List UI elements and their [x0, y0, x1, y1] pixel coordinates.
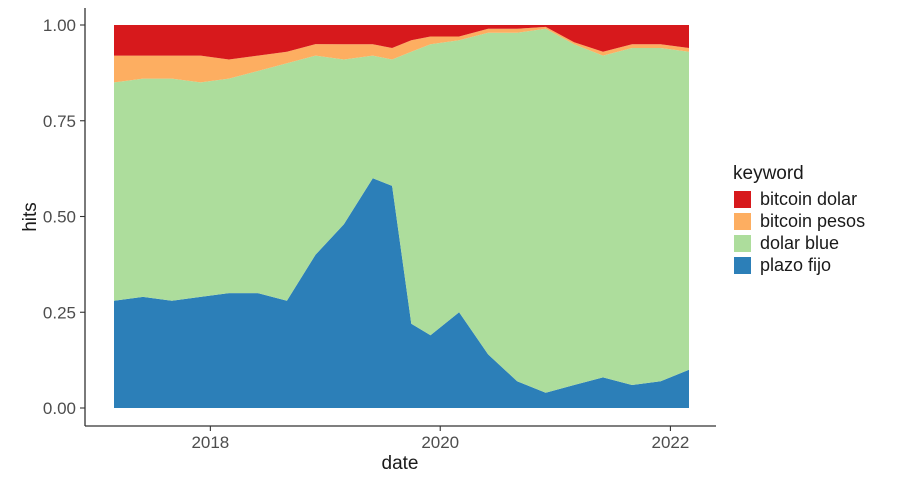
legend-label: bitcoin pesos	[760, 211, 865, 231]
legend-swatch	[734, 235, 751, 252]
legend-swatch	[734, 191, 751, 208]
area-layer	[114, 25, 689, 408]
area-dolar-blue	[114, 28, 689, 393]
legend-swatch	[734, 213, 751, 230]
x-tick-label: 2018	[191, 433, 229, 452]
y-ticks: 0.00 0.25 0.50 0.75 1.00	[43, 16, 85, 418]
legend-swatch	[734, 257, 751, 274]
area-plazo-fijo	[114, 178, 689, 408]
legend-label: dolar blue	[760, 233, 839, 253]
y-axis-title: hits	[20, 202, 41, 232]
area-bitcoin-pesos	[114, 26, 689, 83]
legend-label: plazo fijo	[760, 255, 831, 275]
x-tick-label: 2022	[652, 433, 690, 452]
legend-title: keyword	[733, 163, 804, 184]
area-bitcoin-dolar	[114, 25, 689, 60]
y-tick-label: 1.00	[43, 16, 76, 35]
y-tick-label: 0.25	[43, 303, 76, 322]
x-tick-label: 2020	[421, 433, 459, 452]
y-tick-label: 0.00	[43, 399, 76, 418]
y-tick-label: 0.50	[43, 208, 76, 227]
x-ticks: 2018 2020 2022	[191, 426, 689, 452]
x-axis-title: date	[382, 453, 419, 474]
legend-label: bitcoin dolar	[760, 189, 857, 209]
y-tick-label: 0.75	[43, 112, 76, 131]
